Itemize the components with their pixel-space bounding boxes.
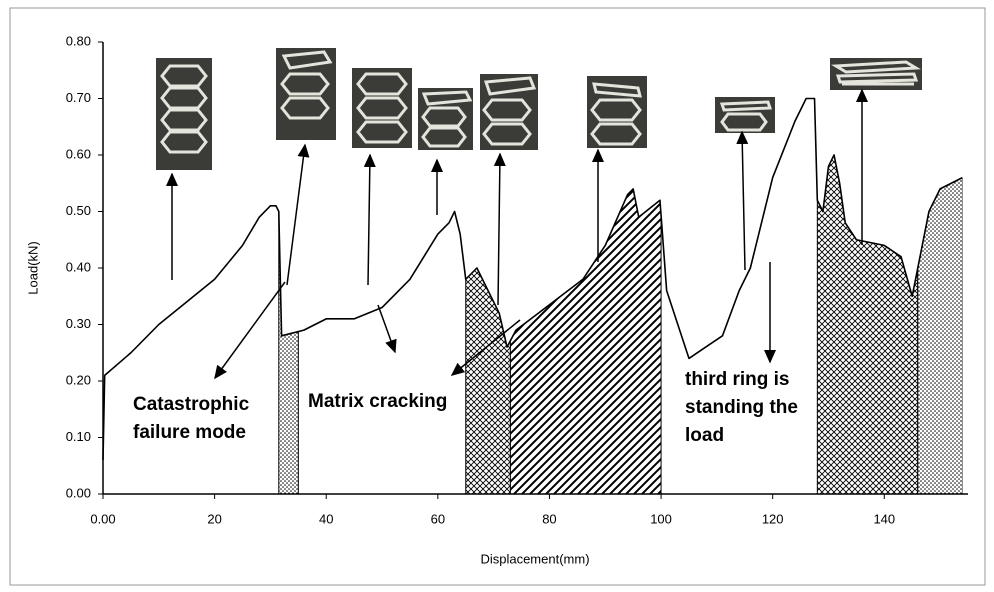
load-curve [102,97,963,461]
arrow [736,130,749,271]
y-tick-label: 0.00 [66,485,91,500]
y-tick-label: 0.60 [66,146,91,161]
photo-detail [590,82,642,146]
photo-detail [831,60,921,86]
y-axis-label: Load(kN) [25,241,40,294]
shaded-regions [278,98,963,494]
arrow [377,304,397,354]
photo-detail [356,72,408,144]
photos [156,48,922,170]
x-tick-label: 100 [650,511,672,526]
y-tick-label: 0.50 [66,203,91,218]
x-tick-label: 60 [431,511,445,526]
x-tick-label: 40 [319,511,333,526]
arrow [214,281,286,380]
y-tick-label: 0.40 [66,259,91,274]
arrow [286,143,310,286]
y-tick-label: 0.80 [66,33,91,48]
annotation: failure mode [133,422,246,443]
annotation: Catastrophic [133,394,250,415]
y-tick-label: 0.10 [66,429,91,444]
arrow [493,152,506,306]
shaded-region [816,98,919,494]
annotations: Catastrophic failure mode Matrix cracking t… [133,369,798,446]
annotation: third ring is [685,369,790,390]
annotation: Matrix cracking [308,391,447,412]
y-tick-label: 0.70 [66,90,91,105]
x-tick-label: 120 [762,511,784,526]
x-tick-label: 140 [873,511,895,526]
arrow [363,153,376,286]
shaded-region [917,98,963,494]
photo-detail [280,50,333,120]
y-tick-label: 0.20 [66,372,91,387]
photo-detail [160,64,208,154]
axes: 0.00 0.10 0.20 0.30 0.40 0.50 0.60 0.70 0.80 0.00… [66,33,968,526]
arrow [450,319,521,376]
x-tick-label: 80 [542,511,556,526]
annotation: standing the [685,397,798,418]
annotation: load [685,425,724,446]
y-tick-label: 0.30 [66,316,91,331]
photo-detail [421,90,473,148]
photo-detail [719,100,773,132]
x-tick-label: 20 [207,511,221,526]
photo-detail [482,76,537,146]
arrows [166,88,868,380]
x-axis-label: Displacement(mm) [480,551,589,566]
frame [9,7,986,586]
x-tick-label: 0.00 [90,511,115,526]
